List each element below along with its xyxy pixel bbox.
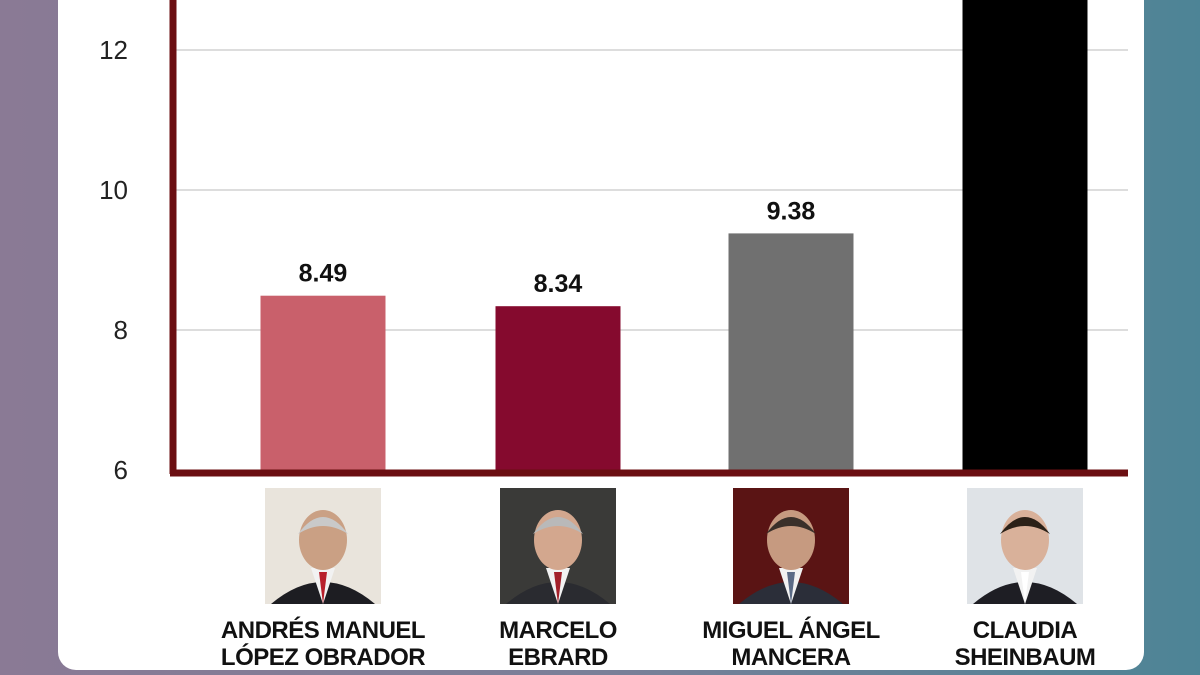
category-label: MIGUEL ÁNGEL <box>702 616 880 644</box>
y-tick-label: 8 <box>114 315 128 345</box>
category-label: EBRARD <box>508 644 608 670</box>
portrait-amlo-icon <box>265 488 381 604</box>
category-label: MANCERA <box>731 644 850 670</box>
bar <box>728 233 854 470</box>
portrait-sheinbaum-icon <box>967 488 1083 604</box>
bar <box>495 306 621 470</box>
bar <box>962 0 1088 470</box>
data-label: 9.38 <box>767 197 816 225</box>
y-tick-label: 6 <box>114 455 128 485</box>
portrait-mancera-icon <box>733 488 849 604</box>
portrait-ebrard-icon <box>500 488 616 604</box>
bar <box>260 295 386 470</box>
category-label: MARCELO <box>499 617 617 644</box>
chart-card: 6 8 10 12 8.49 8.34 9.38 ANDRÉS MANUEL LÓPEZ OBR… <box>58 0 1144 670</box>
data-label: 8.34 <box>534 270 583 298</box>
data-label: 8.49 <box>299 260 348 288</box>
y-tick-label: 10 <box>99 175 128 205</box>
category-label: LÓPEZ OBRADOR <box>221 643 425 670</box>
category-label: CLAUDIA <box>973 617 1078 644</box>
y-tick-label: 12 <box>99 35 128 65</box>
category-label: ANDRÉS MANUEL <box>221 616 425 644</box>
category-label: SHEINBAUM <box>955 644 1096 670</box>
